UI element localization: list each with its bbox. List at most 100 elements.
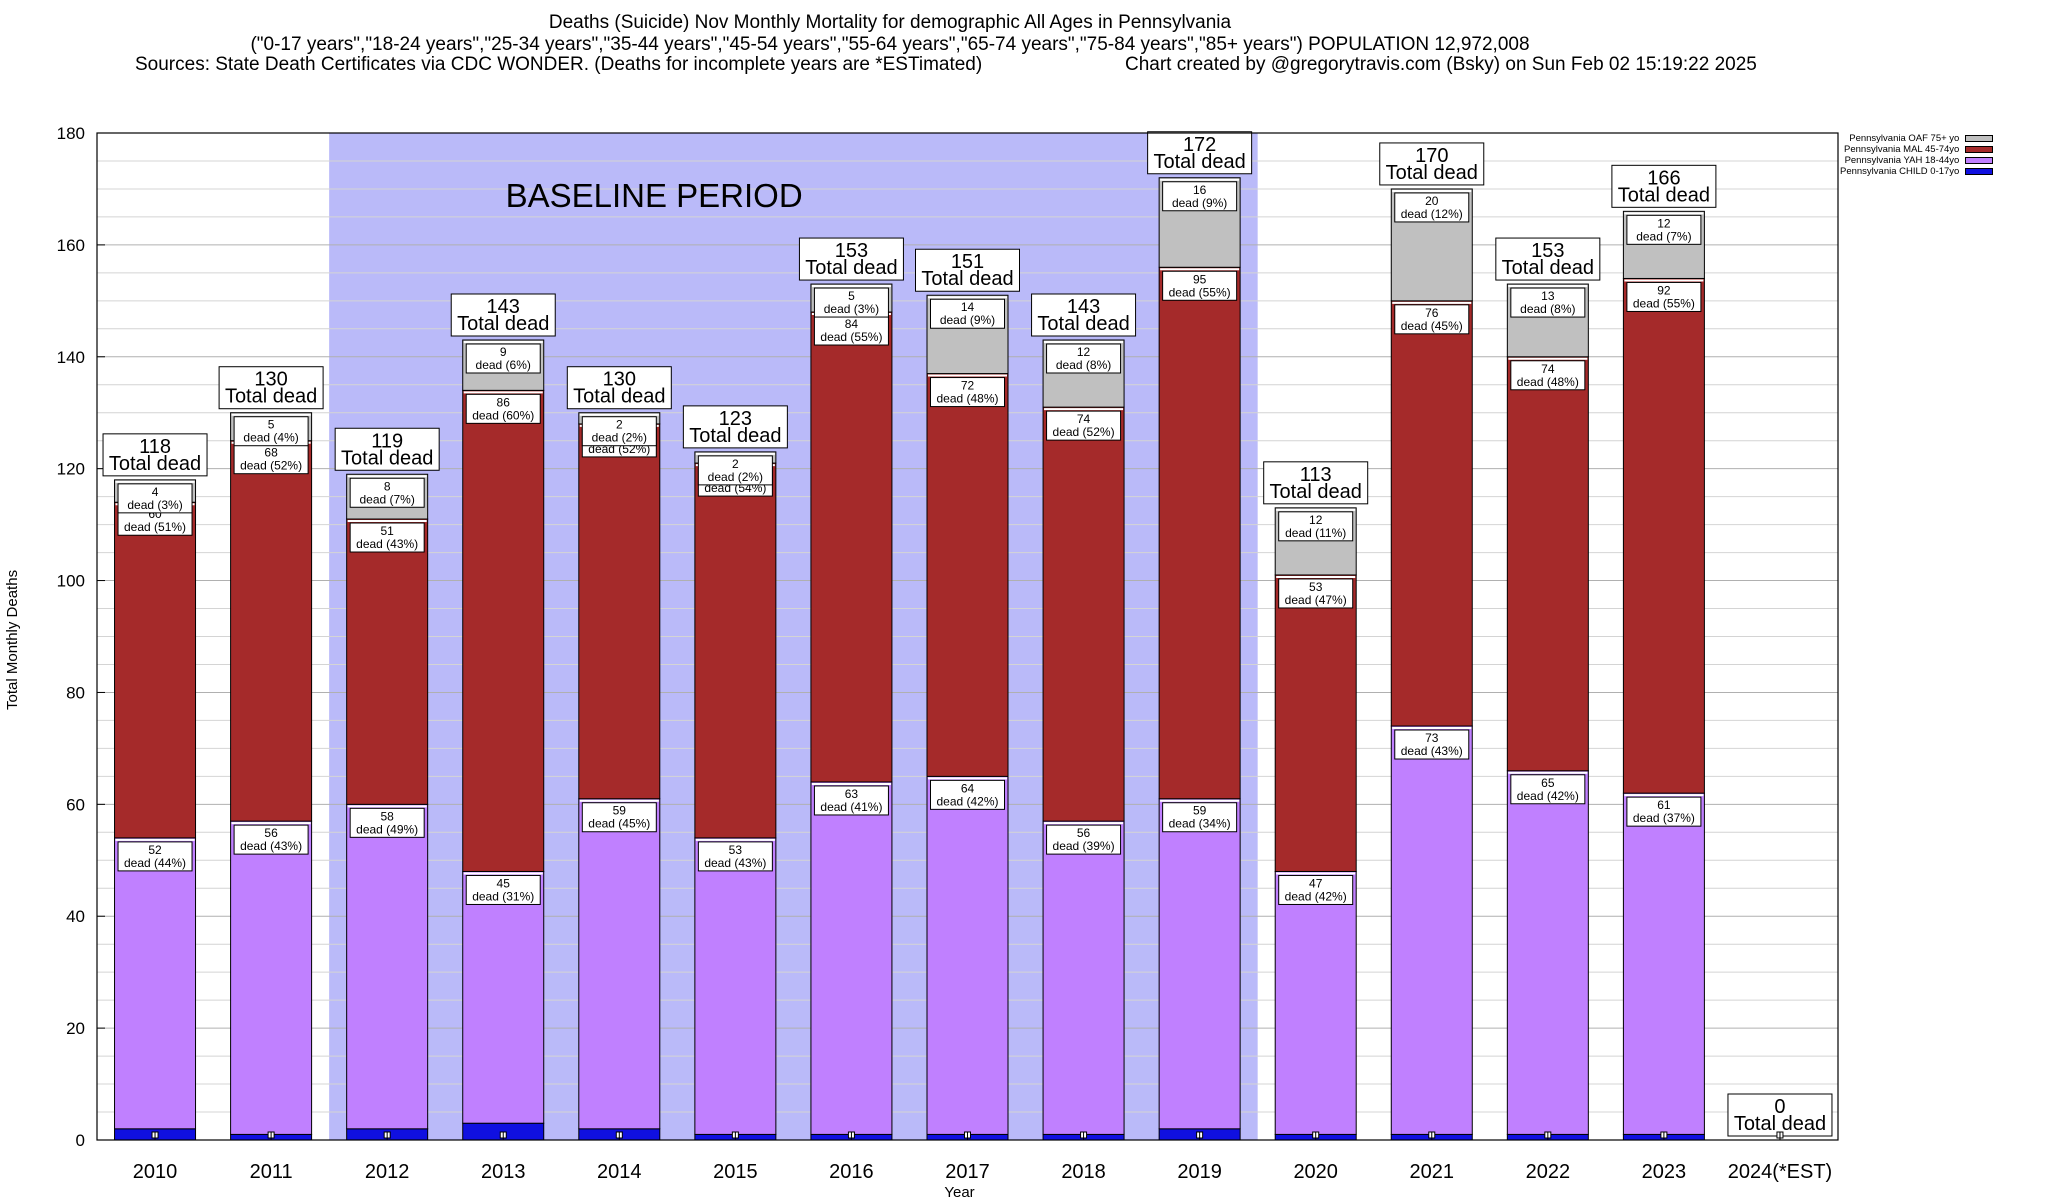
data-label-box <box>1510 360 1586 391</box>
bar-segment <box>1506 356 1589 772</box>
legend-label-mal: Pennsylvania MAL 45-74yo <box>1844 144 1960 155</box>
title-line-1: Deaths (Suicide) Nov Monthly Mortality f… <box>548 12 1232 33</box>
data-label-value: 45 <box>497 876 511 890</box>
data-label-box <box>1510 774 1586 805</box>
data-label-value: 12 <box>1077 345 1091 359</box>
data-label-box <box>581 802 657 833</box>
data-label-box <box>1394 304 1470 335</box>
data-label-box <box>465 393 541 424</box>
bar-segment <box>1274 870 1357 1135</box>
data-label-box <box>233 416 309 447</box>
data-label-value: 53 <box>729 843 743 857</box>
data-label-value: 61 <box>1657 798 1671 812</box>
data-label-value: 92 <box>1657 283 1671 297</box>
bar-segment <box>1042 406 1125 822</box>
legend-item-oaf: Pennsylvania OAF 75+ yo <box>1840 133 1994 144</box>
data-label-value: 5 <box>848 289 855 303</box>
data-label-box <box>1162 802 1238 833</box>
x-tick-label: 2016 <box>829 1161 874 1183</box>
bar-segment <box>1042 820 1125 1135</box>
bar-segment <box>230 820 313 1135</box>
data-label-box <box>697 841 773 872</box>
data-label-pct: dead (7%) <box>1636 229 1691 243</box>
total-label-value: 172 <box>1183 134 1216 156</box>
total-label-value: 119 <box>371 430 403 452</box>
bar-segment <box>578 423 661 800</box>
x-axis-label: Year <box>944 1184 974 1200</box>
data-label-value: 47 <box>1309 876 1323 890</box>
total-label-value: 130 <box>254 369 287 391</box>
data-label-box <box>1046 824 1122 855</box>
data-label-value: 84 <box>845 317 859 331</box>
data-label-value: 63 <box>845 787 859 801</box>
total-label-text: Total dead <box>921 268 1013 290</box>
data-label-pct: dead (52%) <box>1053 425 1115 439</box>
data-label-pct: dead (43%) <box>704 856 766 870</box>
data-label-value: 56 <box>264 826 278 840</box>
data-label-value: 13 <box>1541 289 1555 303</box>
total-label-text: Total dead <box>573 386 665 408</box>
sources-row: Sources: State Death Certificates via CD… <box>135 54 1795 76</box>
y-tick-label: 20 <box>66 1019 85 1038</box>
x-tick-label: 2019 <box>1177 1161 1222 1183</box>
total-label-text: Total dead <box>1270 481 1362 503</box>
data-label-pct: dead (7%) <box>359 492 414 506</box>
data-label-box <box>1626 214 1702 245</box>
data-label-pct: dead (52%) <box>240 459 302 473</box>
data-label-value: 2 <box>732 457 739 471</box>
data-label-value: 51 <box>380 524 394 538</box>
data-label-value: 12 <box>1657 216 1671 230</box>
x-tick-label: 2012 <box>365 1161 410 1183</box>
bar-segment <box>1158 266 1241 800</box>
total-label-value: 151 <box>951 251 984 273</box>
total-label-box <box>1147 131 1253 175</box>
total-label-box <box>334 427 440 471</box>
data-label-box <box>930 298 1005 329</box>
bar-segment <box>230 440 313 822</box>
y-tick-label: 40 <box>66 907 85 926</box>
data-label-box <box>1626 281 1702 312</box>
total-label-box <box>1031 293 1137 337</box>
x-tick-label: 2018 <box>1061 1161 1106 1183</box>
y-axis-label: Total Monthly Deaths <box>4 569 21 710</box>
x-tick-label: 2024(*EST) <box>1728 1161 1833 1183</box>
data-label-pct: dead (42%) <box>936 794 998 808</box>
y-tick-label: 160 <box>57 236 85 255</box>
data-label-box <box>1278 874 1354 905</box>
data-label-pct: dead (8%) <box>1520 302 1575 316</box>
data-label-value: 95 <box>1193 272 1207 286</box>
total-label-box <box>1611 164 1717 208</box>
data-label-pct: dead (8%) <box>1056 358 1111 372</box>
x-tick-label: 2011 <box>250 1161 293 1183</box>
total-label-box <box>682 405 788 449</box>
data-label-box <box>117 841 193 872</box>
data-label-value: 59 <box>613 804 627 818</box>
data-label-value: 5 <box>268 418 275 432</box>
total-label-value: 143 <box>1067 296 1100 318</box>
data-label-box <box>1046 343 1122 374</box>
data-label-box <box>349 807 425 838</box>
data-label-value: 65 <box>1541 776 1555 790</box>
data-label-value: 74 <box>1541 362 1555 376</box>
credit-text: Chart created by @gregorytravis.com (Bsk… <box>1125 54 1757 75</box>
bar-segment <box>694 837 777 1135</box>
data-label-box <box>1162 270 1238 301</box>
data-label-box <box>1510 287 1586 318</box>
total-label-value: 143 <box>487 296 520 318</box>
data-label-value: 72 <box>961 379 975 393</box>
bar-segment <box>462 389 545 872</box>
data-label-box <box>1626 796 1702 827</box>
bar-segment <box>926 775 1009 1135</box>
data-label-pct: dead (2%) <box>592 431 647 445</box>
total-label-value: 123 <box>719 408 752 430</box>
data-label-box <box>930 779 1005 810</box>
total-label-value: 170 <box>1415 145 1448 167</box>
data-label-box <box>697 455 773 486</box>
data-label-value: 74 <box>1077 412 1091 426</box>
total-label-value: 118 <box>139 436 171 458</box>
data-label-pct: dead (9%) <box>940 313 995 327</box>
total-label-value: 113 <box>1300 464 1332 486</box>
x-tick-label: 2017 <box>945 1161 990 1183</box>
data-label-pct: dead (37%) <box>1633 811 1695 825</box>
data-label-pct: dead (3%) <box>824 302 879 316</box>
